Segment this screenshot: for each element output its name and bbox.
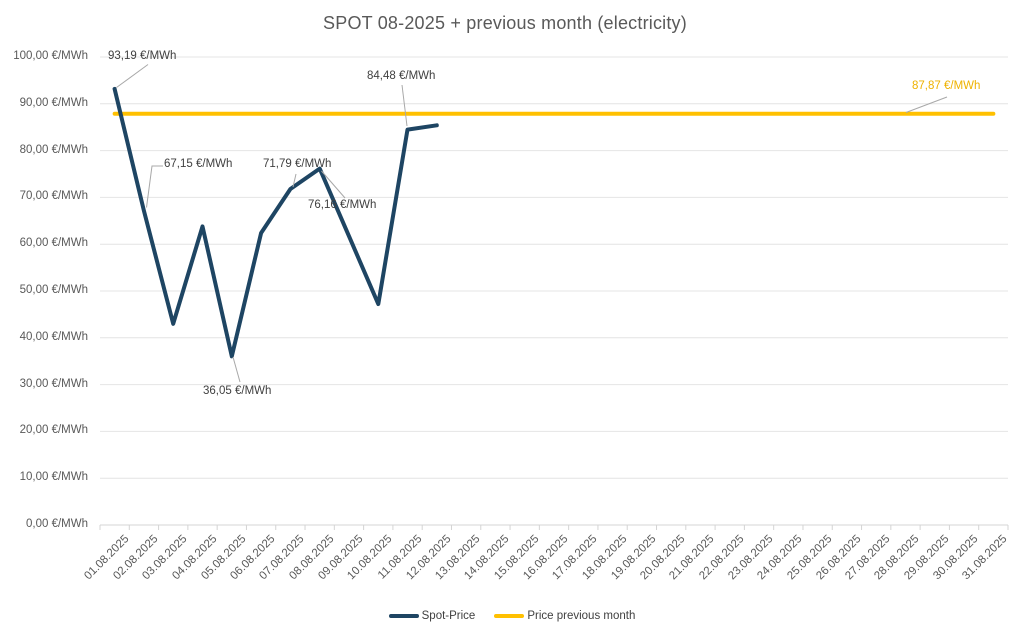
legend-label: Spot-Price	[421, 610, 476, 622]
y-axis-label: 90,00 €/MWh	[19, 96, 88, 109]
annotation-leader-line	[321, 170, 346, 199]
y-axis-label: 10,00 €/MWh	[19, 471, 88, 484]
y-axis-label: 50,00 €/MWh	[19, 284, 88, 296]
annotation-leader-line	[401, 84, 408, 127]
data-label: 71,79 €/MWh	[263, 158, 332, 170]
y-axis-label: 60,00 €/MWh	[19, 237, 88, 250]
data-label: 67,15 €/MWh	[164, 158, 233, 170]
y-axis-label: 0,00 €/MWh	[26, 518, 88, 530]
legend-label: Price previous month	[527, 610, 636, 622]
legend-item-spot-price: Spot-Price	[388, 610, 476, 622]
spot-price-line	[112, 86, 439, 359]
data-label: 87,87 €/MWh	[912, 80, 981, 92]
previous-month-line-swatch-icon	[494, 614, 525, 618]
data-label: 93,19 €/MWh	[108, 50, 177, 62]
spot-price-line-swatch-icon	[388, 614, 419, 618]
y-axis-label: 70,00 €/MWh	[19, 190, 88, 203]
annotation-leader-line	[905, 96, 948, 113]
y-axis-label: 20,00 €/MWh	[19, 424, 88, 437]
y-axis-label: 100,00 €/MWh	[13, 50, 88, 62]
legend-item-price-previous-month: Price previous month	[494, 610, 635, 622]
y-axis-label: 40,00 €/MWh	[19, 330, 88, 343]
chart-title: SPOT 08-2025 + previous month (electrici…	[323, 13, 687, 33]
data-label: 84,48 €/MWh	[367, 70, 436, 82]
y-axis-label: 30,00 €/MWh	[19, 377, 88, 390]
data-label: 76,16 €/MWh	[308, 199, 377, 211]
annotation-leader-line	[232, 356, 241, 383]
annotation-leader-line	[116, 64, 149, 88]
annotation-leader-line	[146, 165, 163, 208]
data-label: 36,05 €/MWh	[203, 385, 272, 397]
y-axis-label: 80,00 €/MWh	[19, 143, 88, 156]
legend: Spot-Price Price previous month	[0, 610, 1024, 622]
annotation-leader-line	[292, 173, 297, 188]
